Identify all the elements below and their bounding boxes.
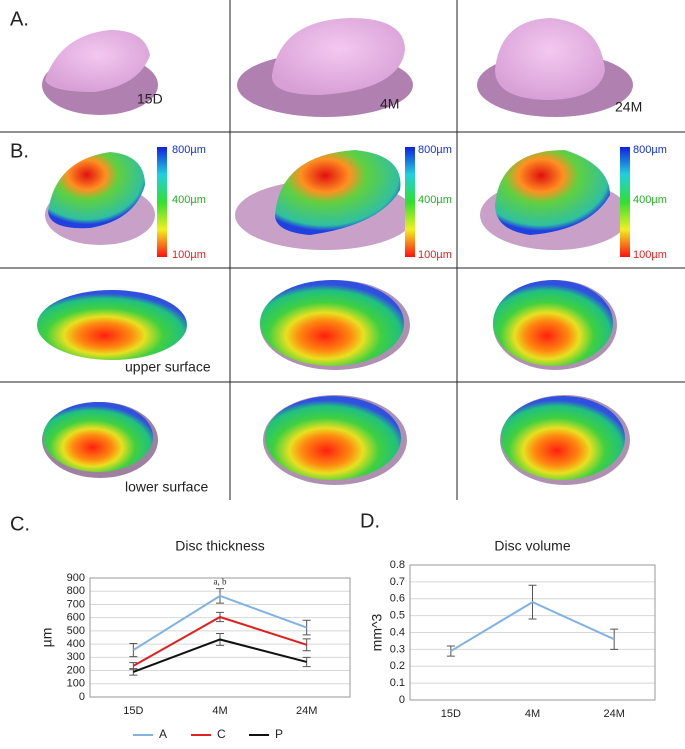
y-tick-label: 0.3: [390, 643, 405, 655]
y-tick-label: 0.2: [390, 660, 405, 672]
y-tick-label: 200: [67, 664, 85, 676]
y-tick-label: 400: [67, 638, 85, 650]
y-tick-label: 700: [67, 598, 85, 610]
y-tick-label: 0.1: [390, 677, 405, 689]
y-tick-label: 0: [399, 694, 405, 706]
row-label: upper surface: [125, 359, 211, 375]
error-bar: [302, 638, 311, 652]
image-label: 24M: [615, 99, 642, 115]
scale-label: 100µm: [418, 249, 452, 261]
error-bar: [129, 668, 138, 676]
series-line: [450, 600, 615, 652]
scale-label: 100µm: [633, 249, 667, 261]
legend-label: P: [275, 727, 283, 741]
y-tick-label: 0.6: [390, 593, 405, 605]
y-tick-label: 100: [67, 678, 85, 690]
scale-label: 100µm: [172, 249, 206, 261]
y-tick-label: 0: [79, 691, 85, 703]
y-tick-label: 800: [67, 585, 85, 597]
error-bar: [129, 642, 138, 658]
x-tick-label: 24M: [296, 705, 317, 717]
x-tick-label: 24M: [603, 708, 624, 720]
scale-label: 400µm: [418, 194, 452, 206]
scale-label: 800µm: [633, 144, 667, 156]
annotation: a, b: [214, 577, 227, 587]
panel-label: A.: [10, 8, 29, 30]
chart-title: Disc volume: [494, 538, 570, 554]
chart-title: Disc thickness: [175, 538, 264, 554]
y-tick-label: 600: [67, 612, 85, 624]
row-label: lower surface: [125, 479, 208, 495]
series-line: [132, 615, 307, 667]
image-label: 4M: [380, 96, 399, 112]
y-tick-label: 900: [67, 572, 85, 584]
y-tick-label: 0.4: [390, 626, 405, 638]
panel-label: B.: [10, 140, 29, 162]
scale-label: 800µm: [172, 144, 206, 156]
error-bar: [610, 628, 619, 650]
x-tick-label: 15D: [123, 705, 143, 717]
model-images: [37, 18, 633, 485]
error-bar: [302, 656, 311, 668]
series-line: [132, 594, 308, 651]
y-tick-label: 500: [67, 625, 85, 637]
plot-frame: [409, 564, 656, 701]
panel-grid: [0, 0, 685, 500]
x-tick-label: 4M: [525, 708, 540, 720]
error-bar: [302, 619, 311, 636]
x-tick-label: 15D: [441, 708, 461, 720]
image-label: 15D: [137, 91, 163, 107]
legend-label: C: [217, 727, 226, 741]
y-tick-label: 0.7: [390, 576, 405, 588]
y-axis-label: µm: [39, 628, 55, 648]
x-tick-label: 4M: [212, 705, 227, 717]
y-tick-label: 0.8: [390, 559, 405, 571]
scale-label: 400µm: [172, 194, 206, 206]
scale-label: 800µm: [418, 144, 452, 156]
y-tick-label: 300: [67, 651, 85, 663]
panel-label: C.: [10, 513, 30, 535]
y-tick-label: 0.5: [390, 610, 405, 622]
legend-label: A: [159, 727, 167, 741]
error-bar: [446, 645, 455, 657]
panel-label: D.: [360, 510, 380, 532]
y-axis-label: mm^3: [369, 613, 385, 651]
plot-frame: [89, 577, 351, 698]
series-line: [132, 638, 307, 673]
scale-label: 400µm: [633, 194, 667, 206]
